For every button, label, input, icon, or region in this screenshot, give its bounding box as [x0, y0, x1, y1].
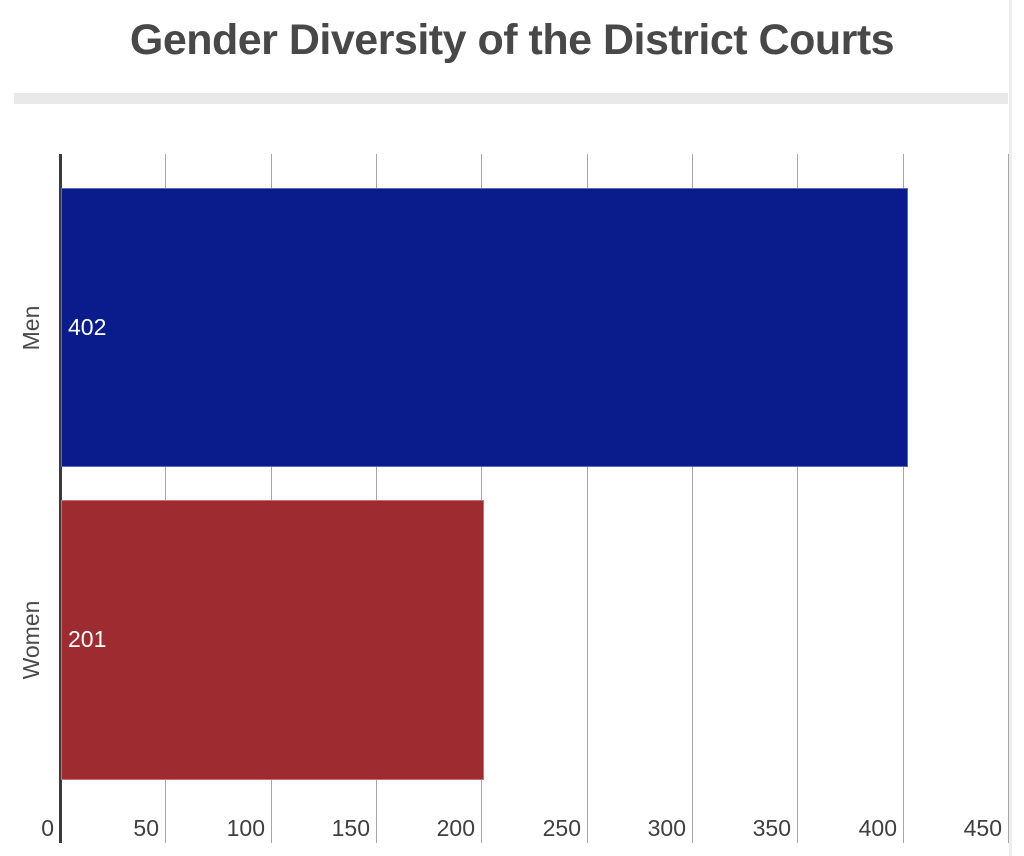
gridline [903, 154, 904, 843]
x-tick-label: 300 [647, 815, 686, 841]
bar-value-label: 201 [68, 626, 107, 652]
bar-men [61, 188, 908, 467]
category-label-men: Men [18, 305, 44, 351]
x-tick-label: 100 [226, 815, 265, 841]
bar-value-label: 402 [68, 314, 107, 340]
x-tick-label: 400 [858, 815, 897, 841]
x-tick-label: 50 [133, 815, 159, 841]
category-label-women: Women [18, 600, 44, 680]
scrollbar-track[interactable] [1009, 0, 1012, 856]
x-tick-label: 250 [542, 815, 581, 841]
gridline [271, 154, 272, 843]
x-axis-zero-line [59, 154, 62, 843]
bar-women [61, 500, 484, 780]
x-tick-label: 200 [436, 815, 475, 841]
gridline [165, 154, 166, 843]
gridline [797, 154, 798, 843]
x-tick-label: 0 [41, 815, 54, 841]
gridline [587, 154, 588, 843]
gridline [1008, 154, 1009, 843]
x-tick-label: 150 [331, 815, 370, 841]
gridline [376, 154, 377, 843]
x-tick-label: 350 [752, 815, 791, 841]
gridline [692, 154, 693, 843]
chart-title: Gender Diversity of the District Courts [129, 16, 895, 64]
gridline [481, 154, 482, 843]
x-tick-label: 450 [963, 815, 1002, 841]
title-divider [14, 93, 1008, 104]
